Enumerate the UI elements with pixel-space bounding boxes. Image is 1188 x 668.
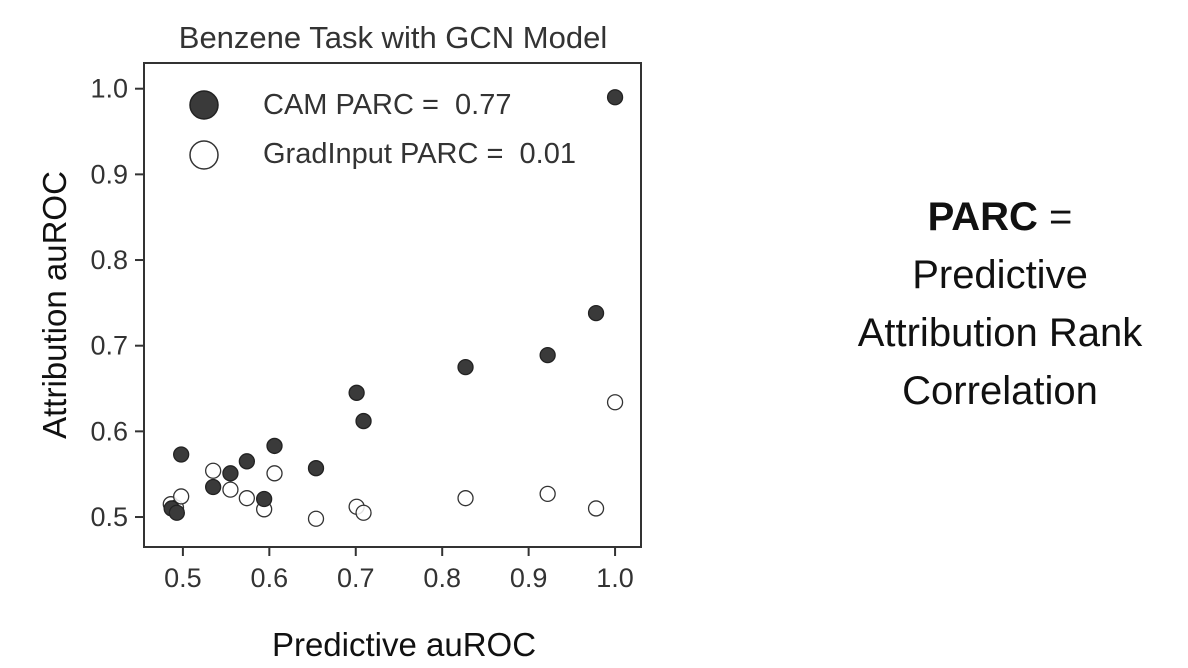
gradinput-point xyxy=(587,500,605,517)
y-tick-label: 0.9 xyxy=(90,159,128,189)
x-tick-label: 0.8 xyxy=(423,563,461,593)
legend-marker-gradinput xyxy=(189,140,219,170)
plot-frame xyxy=(143,62,642,548)
cam-point xyxy=(266,437,283,455)
chart-title: Benzene Task with GCN Model xyxy=(179,20,607,55)
x-axis-title: Predictive auROC xyxy=(272,626,536,663)
cam-point xyxy=(238,453,256,470)
definition-heading: PARC = xyxy=(812,188,1188,246)
cam-point xyxy=(222,465,239,482)
x-tick-label: 0.9 xyxy=(510,563,548,593)
x-tick-label: 0.7 xyxy=(337,563,375,593)
gradinput-point xyxy=(539,485,556,503)
gradinput-point xyxy=(238,490,256,507)
definition-line-3: Correlation xyxy=(902,369,1098,413)
x-tick-label: 0.6 xyxy=(251,563,289,593)
cam-point xyxy=(168,504,185,521)
definition-equals: = xyxy=(1037,195,1073,239)
definition-line-2: Attribution Rank xyxy=(857,311,1143,355)
y-tick-label: 0.7 xyxy=(90,331,128,361)
cam-point xyxy=(587,304,605,322)
definition-line-1: Predictive xyxy=(912,253,1088,297)
y-axis-title: Attribution auROC xyxy=(36,171,73,439)
scatter-chart: Benzene Task with GCN Model 0.5 0.6 0.7 0.8… xyxy=(36,20,642,663)
gradinput-point xyxy=(457,490,474,507)
cam-point xyxy=(255,490,273,508)
cam-point xyxy=(606,89,624,106)
cam-point xyxy=(355,412,372,430)
cam-point xyxy=(307,460,325,477)
y-tick-label: 1.0 xyxy=(90,74,128,104)
parc-definition: PARC = Predictive Attribution Rank Corre… xyxy=(812,188,1188,420)
data-points xyxy=(162,89,624,527)
gradinput-point xyxy=(606,394,624,411)
y-tick-label: 0.5 xyxy=(90,502,128,532)
legend-label-cam: CAM PARC = 0.77 xyxy=(263,89,511,121)
y-tick-label: 0.6 xyxy=(90,416,128,446)
cam-point xyxy=(348,384,365,401)
x-tick-label: 1.0 xyxy=(596,563,634,593)
cam-point xyxy=(173,446,190,463)
legend-label-gradinput: GradInput PARC = 0.01 xyxy=(263,138,576,170)
x-axis: 0.5 0.6 0.7 0.8 0.9 1.0 xyxy=(164,547,634,593)
gradinput-point xyxy=(307,510,325,527)
gradinput-point xyxy=(173,488,190,505)
legend: CAM PARC = 0.77 GradInput PARC = 0.01 xyxy=(189,89,576,170)
legend-marker-cam xyxy=(189,90,219,120)
x-tick-label: 0.5 xyxy=(164,563,202,593)
gradinput-point xyxy=(266,465,283,482)
y-axis: 0.5 0.6 0.7 0.8 0.9 1.0 xyxy=(90,74,144,532)
cam-point xyxy=(204,478,222,496)
definition-term: PARC xyxy=(927,195,1038,239)
y-tick-label: 0.8 xyxy=(90,245,128,275)
gradinput-point xyxy=(204,462,222,479)
gradinput-point xyxy=(222,481,239,498)
gradinput-point xyxy=(355,504,372,521)
cam-point xyxy=(539,346,556,364)
cam-point xyxy=(457,358,474,376)
